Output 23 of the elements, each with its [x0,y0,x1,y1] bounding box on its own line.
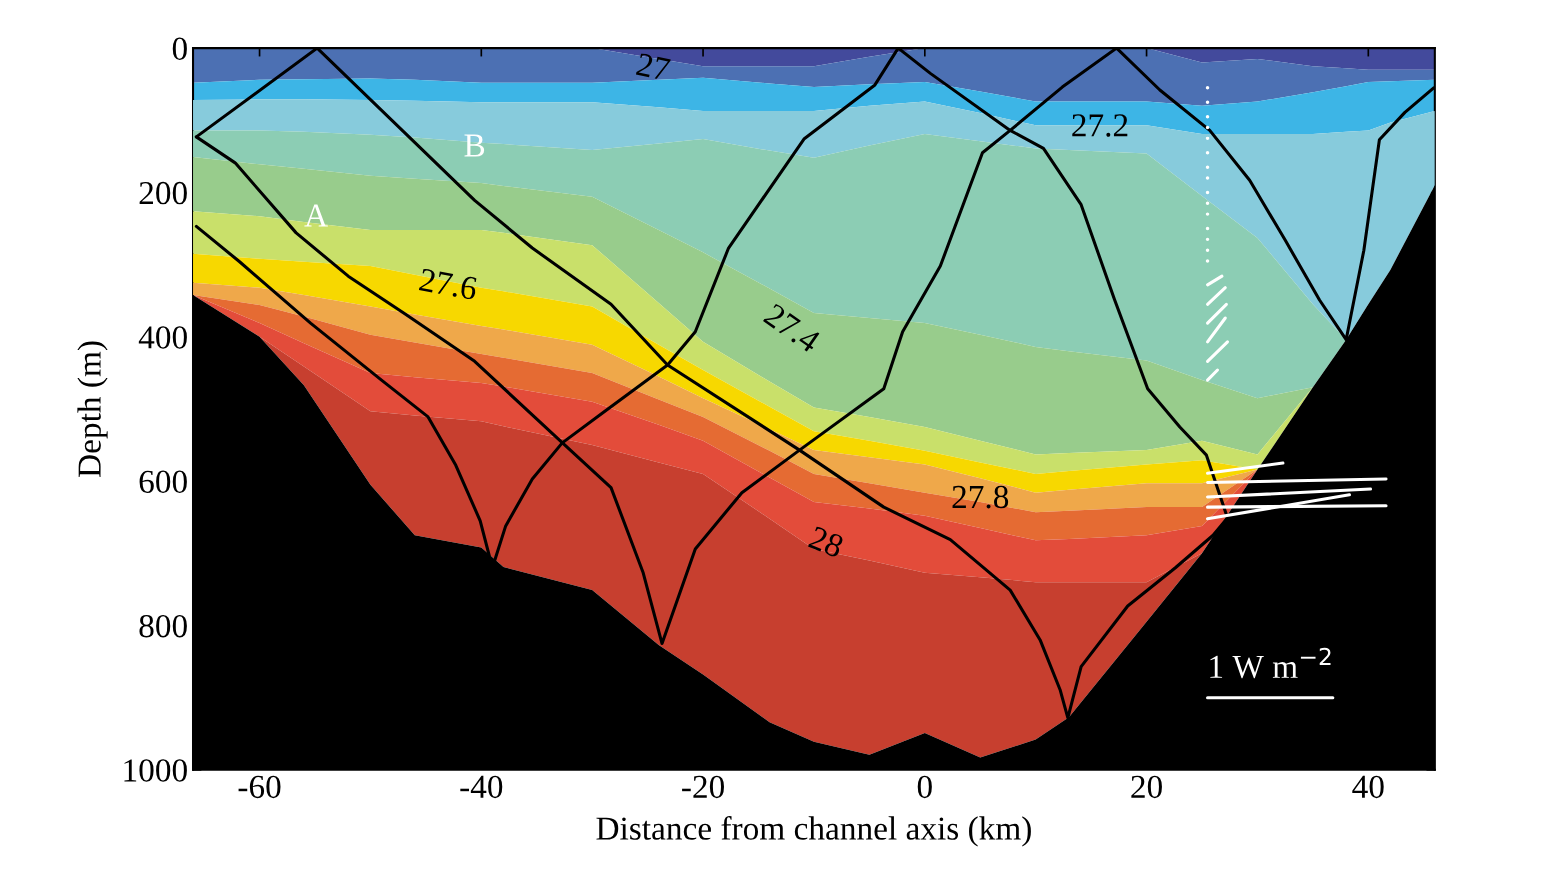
y-tick-label: 1000 [124,759,187,782]
x-tick-label: 40 [1352,775,1384,799]
x-tick-label: -20 [682,775,724,799]
x-tick-label: 0 [917,775,932,799]
y-tick-label: 600 [139,470,187,494]
annotation: 27.8 [952,485,1009,509]
x-axis-title: Distance from channel axis (km) [596,816,1031,847]
y-tick-label: 800 [139,614,187,638]
annotation: 27.2 [1072,114,1128,137]
annotation: 27.4 [762,302,822,354]
y-axis-title: Depth (m) [77,341,108,477]
annotation: 27 [635,52,671,81]
y-tick-label: 0 [172,37,187,61]
x-tick-label: -60 [238,775,281,799]
annotation: A [304,204,328,227]
x-tick-label: 20 [1131,775,1162,799]
annotation: 1 W m$^{−2}$ [1210,647,1331,679]
y-tick-label: 200 [139,181,187,205]
annotation: 28 [807,525,845,559]
annotation: B [464,134,485,157]
x-tick-label: -40 [460,775,503,799]
annotation: 27.6 [418,268,478,301]
y-tick-label: 400 [138,326,187,349]
